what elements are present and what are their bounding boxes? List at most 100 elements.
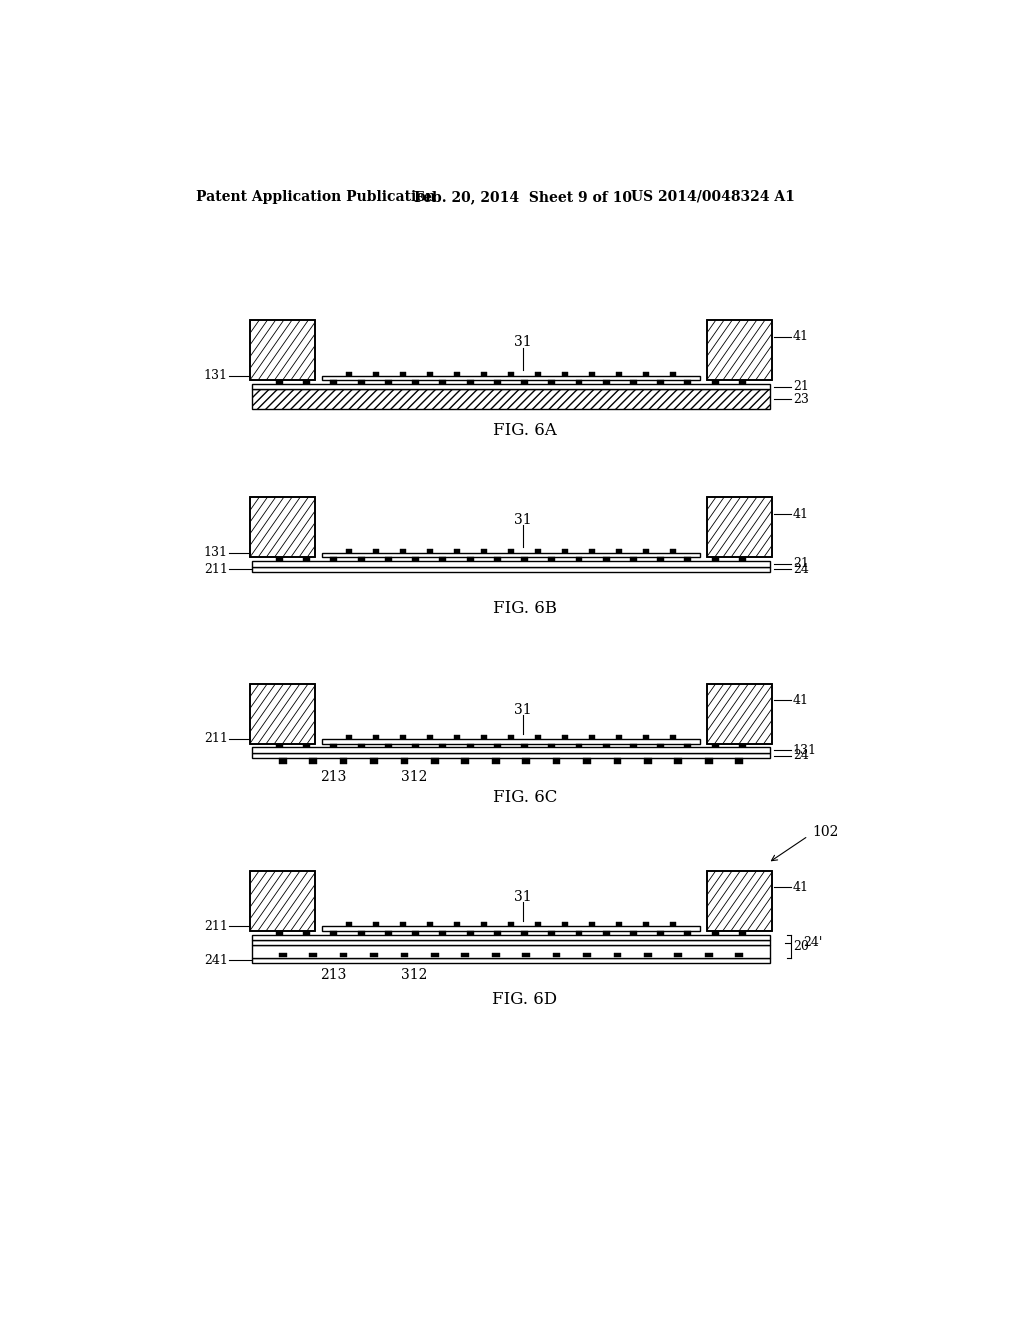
Bar	[616, 735, 623, 739]
Bar	[252, 940, 770, 945]
Bar	[707, 498, 772, 557]
Bar	[584, 953, 591, 957]
Bar	[439, 557, 446, 561]
Bar	[562, 549, 568, 553]
Text: 41: 41	[793, 880, 809, 894]
Bar	[427, 372, 433, 376]
Bar	[522, 953, 530, 957]
Bar	[535, 735, 541, 739]
Bar	[707, 321, 772, 380]
Bar	[643, 549, 649, 553]
Bar	[250, 684, 315, 743]
Bar	[522, 758, 530, 763]
Bar	[739, 380, 745, 384]
Bar	[331, 557, 337, 561]
Bar	[643, 372, 649, 376]
Bar	[671, 735, 677, 739]
Bar	[481, 372, 487, 376]
Text: 211: 211	[204, 920, 227, 933]
Text: 31: 31	[514, 512, 532, 527]
Bar	[675, 758, 682, 763]
Bar	[276, 931, 283, 935]
Bar	[412, 557, 419, 561]
Bar	[279, 758, 287, 763]
Bar	[553, 758, 560, 763]
Bar	[454, 923, 460, 927]
Bar	[462, 758, 469, 763]
Bar	[575, 557, 583, 561]
Bar	[739, 557, 745, 561]
Bar	[643, 923, 649, 927]
Bar	[603, 743, 609, 747]
Bar	[467, 743, 473, 747]
Bar	[535, 372, 541, 376]
Bar	[657, 931, 665, 935]
Bar	[454, 735, 460, 739]
Text: 21: 21	[793, 557, 809, 570]
Bar	[431, 758, 438, 763]
Bar	[735, 953, 743, 957]
Bar	[657, 380, 665, 384]
Text: 24: 24	[793, 748, 809, 762]
Bar	[684, 380, 691, 384]
Bar	[252, 384, 770, 389]
Bar	[345, 735, 351, 739]
Bar	[562, 735, 568, 739]
Bar	[492, 758, 500, 763]
Bar	[427, 735, 433, 739]
Bar	[252, 561, 770, 566]
Bar	[250, 498, 315, 557]
Bar	[373, 735, 379, 739]
Text: 21: 21	[793, 380, 809, 393]
Bar	[340, 758, 347, 763]
Bar	[357, 380, 365, 384]
Bar	[252, 958, 770, 964]
Bar	[322, 927, 700, 931]
Text: 312: 312	[400, 968, 427, 982]
Bar	[630, 931, 637, 935]
Bar	[357, 743, 365, 747]
Bar	[331, 743, 337, 747]
Bar	[252, 752, 770, 758]
Text: 131: 131	[204, 546, 227, 560]
Bar	[345, 923, 351, 927]
Bar	[548, 931, 555, 935]
Bar	[643, 735, 649, 739]
Bar	[309, 953, 317, 957]
Bar	[548, 380, 555, 384]
Bar	[705, 953, 713, 957]
Bar	[467, 557, 473, 561]
Bar	[279, 953, 287, 957]
Bar	[370, 953, 378, 957]
Bar	[712, 557, 719, 561]
Bar	[492, 953, 500, 957]
Text: 211: 211	[204, 562, 227, 576]
Bar	[521, 931, 528, 935]
Bar	[303, 380, 310, 384]
Bar	[562, 923, 568, 927]
Bar	[252, 389, 770, 409]
Bar	[508, 372, 514, 376]
Bar	[427, 549, 433, 553]
Bar	[657, 557, 665, 561]
Bar	[276, 743, 283, 747]
Text: 20: 20	[794, 940, 809, 953]
Bar	[467, 380, 473, 384]
Bar	[521, 557, 528, 561]
Bar	[508, 923, 514, 927]
Bar	[671, 372, 677, 376]
Bar	[412, 380, 419, 384]
Bar	[252, 935, 770, 940]
Bar	[385, 743, 392, 747]
Text: Feb. 20, 2014  Sheet 9 of 10: Feb. 20, 2014 Sheet 9 of 10	[414, 190, 632, 203]
Bar	[630, 743, 637, 747]
Bar	[712, 380, 719, 384]
Bar	[385, 931, 392, 935]
Bar	[644, 953, 651, 957]
Bar	[613, 758, 622, 763]
Text: FIG. 6B: FIG. 6B	[493, 601, 557, 618]
Bar	[705, 758, 713, 763]
Text: 24: 24	[793, 562, 809, 576]
Bar	[481, 735, 487, 739]
Bar	[494, 931, 501, 935]
